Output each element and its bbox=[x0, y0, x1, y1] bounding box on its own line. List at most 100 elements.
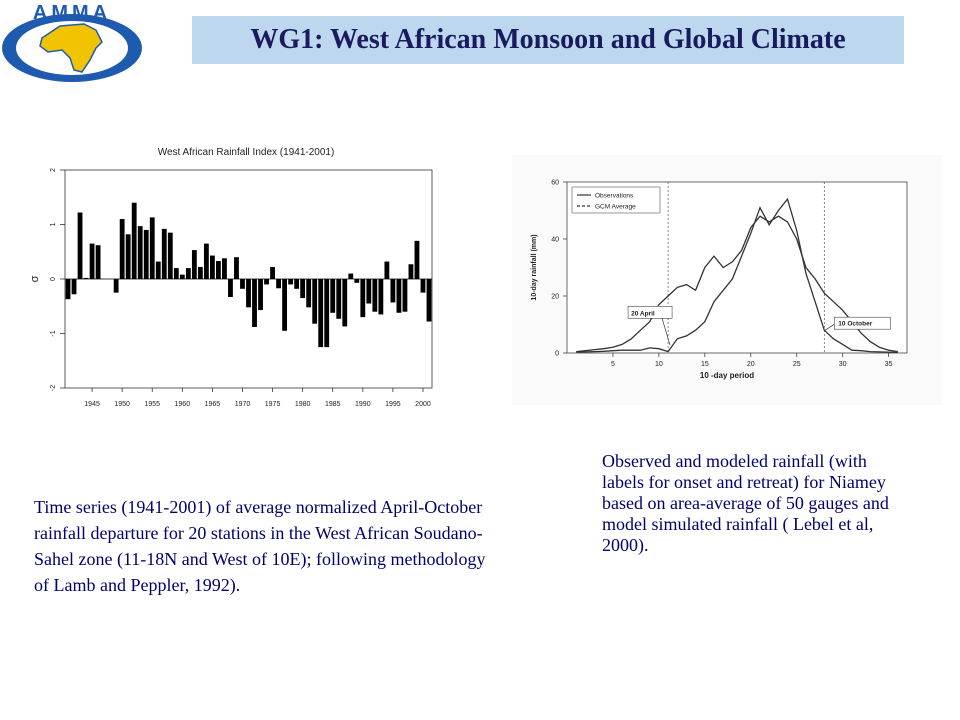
chart2-ytick-label: 60 bbox=[551, 180, 559, 187]
chart1-bar bbox=[408, 264, 414, 279]
chart1-bar bbox=[396, 279, 402, 313]
chart1-bar bbox=[113, 279, 119, 293]
page-title: WG1: West African Monsoon and Global Cli… bbox=[250, 24, 846, 55]
chart1-bar bbox=[426, 279, 432, 322]
chart1-bar bbox=[300, 279, 306, 299]
chart2-annotation-box bbox=[833, 316, 891, 330]
chart2-ytick-label: 20 bbox=[551, 294, 559, 301]
chart1-bar bbox=[360, 279, 366, 318]
chart1-bar bbox=[294, 279, 300, 289]
chart1-ylabel: σ bbox=[29, 275, 41, 282]
chart1-bar bbox=[95, 245, 101, 279]
chart1-bar bbox=[173, 268, 179, 279]
chart1-bar bbox=[384, 261, 390, 279]
chart2-xtick-label: 15 bbox=[701, 361, 709, 368]
chart1-bar bbox=[125, 234, 131, 279]
chart2-xlabel: 10 -day period bbox=[700, 371, 754, 380]
chart1-bar bbox=[258, 279, 263, 311]
chart1-bar bbox=[83, 277, 89, 279]
chart1-bar bbox=[378, 279, 384, 315]
chart1-bar bbox=[216, 261, 221, 279]
chart2-annotation-arrow bbox=[661, 318, 671, 346]
chart2-series-line bbox=[576, 197, 898, 354]
caption-right: Observed and modeled rainfall (with labe… bbox=[602, 451, 889, 555]
chart1-bar bbox=[167, 232, 173, 279]
chart1-bar bbox=[161, 228, 167, 279]
chart2-legend-entry: GCM Average bbox=[595, 204, 636, 211]
chart1-title: West African Rainfall Index (1941-2001) bbox=[158, 147, 335, 158]
chart2-annotation-onset: 20 April bbox=[631, 310, 655, 317]
chart1-bar bbox=[312, 279, 318, 324]
chart1-xtick-label: 2000 bbox=[415, 401, 431, 408]
chart1-ytick-label: 1 bbox=[50, 222, 57, 226]
chart1-bar bbox=[185, 268, 191, 279]
africa-icon bbox=[39, 23, 103, 73]
chart2-series-line bbox=[576, 215, 898, 353]
chart1-bar bbox=[390, 279, 396, 303]
chart1-ytick-label: 2 bbox=[50, 168, 57, 172]
chart1-bar bbox=[402, 279, 408, 312]
chart2-annotation-box bbox=[627, 306, 673, 319]
chart2-legend-box bbox=[571, 186, 661, 214]
chart1-ytick-label: 0 bbox=[50, 277, 57, 281]
chart1-xtick-label: 1950 bbox=[114, 401, 130, 408]
chart2-ylabel: 10-day rainfall (mm) bbox=[531, 234, 538, 300]
chart2-xtick-label: 35 bbox=[885, 361, 893, 368]
chart2-xtick-label: 25 bbox=[793, 361, 801, 368]
chart1-bar bbox=[137, 226, 143, 279]
chart1-xtick-label: 1980 bbox=[295, 401, 311, 408]
chart1-bar bbox=[209, 255, 215, 279]
chart1-bar bbox=[276, 279, 281, 289]
chart1-ytick-label: -2 bbox=[50, 385, 57, 391]
chart2-annotation-arrow bbox=[825, 323, 835, 331]
chart1-bar bbox=[71, 279, 77, 295]
chart1-xtick-label: 1965 bbox=[205, 401, 221, 408]
logo-text: AMMA bbox=[33, 2, 111, 24]
chart1-xtick-label: 1960 bbox=[175, 401, 191, 408]
niamey-rainfall-chart: 0 20 40 60 10-day rainfall (mm) 5 10 15 20 25 30 35… bbox=[512, 155, 942, 405]
chart1-bar bbox=[336, 279, 342, 319]
chart1-bar bbox=[372, 279, 378, 312]
chart1-bar bbox=[306, 279, 312, 308]
chart1-bar bbox=[119, 219, 125, 279]
chart1-bar bbox=[414, 240, 420, 279]
chart1-bar bbox=[228, 279, 233, 297]
amma-logo: AMMA bbox=[0, 0, 150, 86]
chart1-bar bbox=[246, 279, 251, 308]
chart1-bar bbox=[234, 257, 239, 279]
chart1-xtick-label: 1975 bbox=[265, 401, 281, 408]
chart1-bar bbox=[264, 279, 269, 285]
chart1-bar bbox=[197, 267, 203, 279]
chart1-bar bbox=[222, 258, 227, 279]
chart1-bar bbox=[270, 267, 275, 279]
chart1-ytick-label: -1 bbox=[50, 330, 57, 336]
chart2-annotation-retreat: 10 October bbox=[838, 321, 872, 328]
chart1-bar bbox=[366, 279, 372, 304]
chart2-xtick-label: 10 bbox=[655, 361, 663, 368]
chart1-xtick-label: 1970 bbox=[235, 401, 251, 408]
chart2-legend-entry: Observations bbox=[595, 193, 634, 200]
chart1-xtick-label: 1990 bbox=[355, 401, 371, 408]
chart1-bar bbox=[191, 250, 197, 279]
chart2-ytick-label: 40 bbox=[551, 237, 559, 244]
chart1-bar bbox=[203, 243, 209, 279]
chart1-bar bbox=[89, 243, 95, 279]
chart1-bar bbox=[420, 279, 426, 293]
chart1-bar bbox=[131, 202, 137, 279]
chart1-xtick-label: 1945 bbox=[84, 401, 100, 408]
chart1-xtick-label: 1955 bbox=[144, 401, 160, 408]
chart1-bar bbox=[354, 279, 360, 283]
title-banner: WG1: West African Monsoon and Global Cli… bbox=[192, 16, 904, 64]
chart1-bar bbox=[282, 279, 288, 331]
chart2-ytick-label: 0 bbox=[555, 351, 559, 358]
chart2-xtick-label: 5 bbox=[611, 361, 615, 368]
chart2-xtick-label: 20 bbox=[747, 361, 755, 368]
chart1-bar bbox=[288, 279, 294, 285]
chart1-bar bbox=[77, 212, 83, 279]
chart1-bar bbox=[155, 261, 161, 279]
chart1-bar bbox=[252, 279, 257, 327]
chart1-xtick-label: 1995 bbox=[385, 401, 401, 408]
chart1-bar bbox=[348, 273, 354, 279]
rainfall-index-chart: West African Rainfall Index (1941-2001) -… bbox=[28, 138, 448, 413]
chart1-bar bbox=[324, 279, 330, 348]
